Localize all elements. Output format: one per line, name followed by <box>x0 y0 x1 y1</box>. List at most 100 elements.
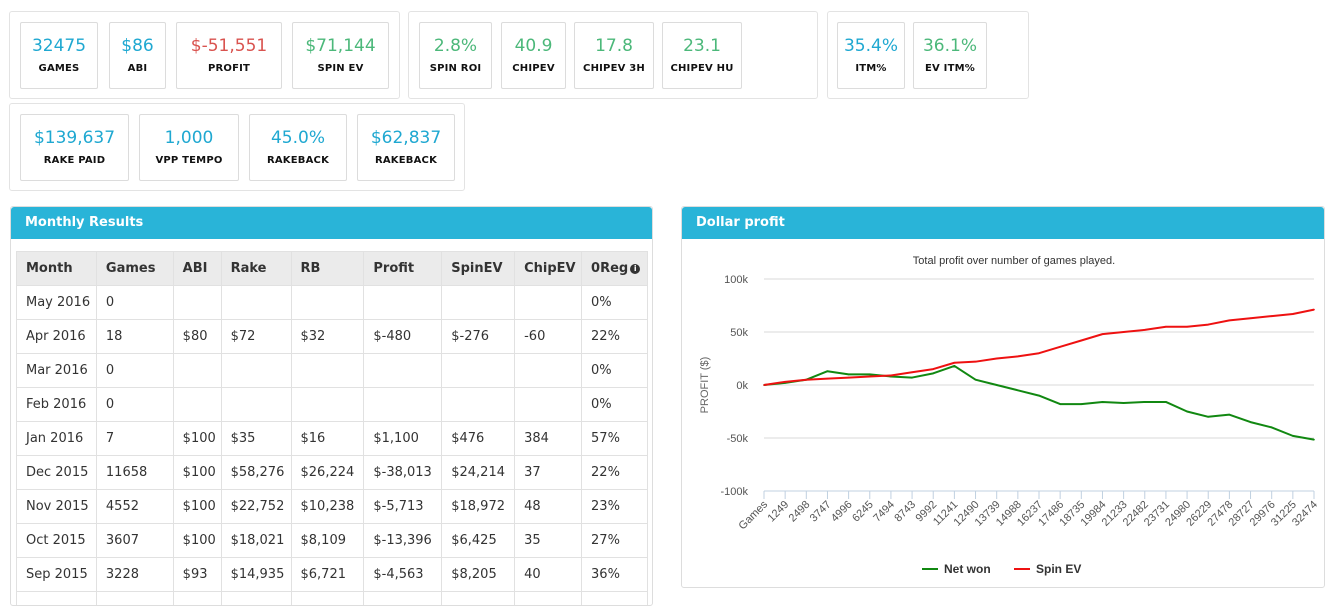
stat-label: CHIPEV HU <box>663 63 741 74</box>
data-point <box>1081 403 1083 405</box>
table-cell: $14,935 <box>221 558 291 592</box>
y-tick-label: -100k <box>720 486 748 498</box>
data-point <box>1123 402 1125 404</box>
stat-value: $-51,551 <box>177 36 281 56</box>
data-point <box>996 384 998 386</box>
data-point <box>1207 324 1209 326</box>
x-tick-label: 3747 <box>808 499 834 525</box>
table-cell: 7 <box>96 422 173 456</box>
table-cell <box>173 388 221 422</box>
table-cell: 48 <box>515 490 582 524</box>
data-point <box>827 378 829 380</box>
stat-rakeback-amount: $62,837 RAKEBACK <box>357 114 455 181</box>
data-point <box>932 373 934 375</box>
data-point <box>932 368 934 370</box>
data-point <box>1207 416 1209 418</box>
table-cell <box>17 592 97 606</box>
data-point <box>1229 414 1231 416</box>
table-cell <box>582 592 648 606</box>
y-axis-label: PROFIT ($) <box>699 357 711 414</box>
table-cell: $26,224 <box>291 456 364 490</box>
column-header-label: Games <box>106 261 156 276</box>
table-row <box>17 592 648 606</box>
table-cell: 57% <box>582 422 648 456</box>
data-point <box>911 377 913 379</box>
y-tick-label: 100k <box>724 274 748 286</box>
stat-ev-itm: 36.1% EV ITM% <box>913 22 987 89</box>
stat-label: RAKEBACK <box>358 155 454 166</box>
table-cell: Oct 2015 <box>17 524 97 558</box>
column-header[interactable]: ChipEV <box>515 252 582 286</box>
stat-games: 32475 GAMES <box>20 22 98 89</box>
column-header[interactable]: Rake <box>221 252 291 286</box>
data-point <box>975 379 977 381</box>
table-cell <box>515 354 582 388</box>
data-point <box>1038 395 1040 397</box>
column-header[interactable]: Month <box>17 252 97 286</box>
data-point <box>1271 315 1273 317</box>
table-cell: $8,109 <box>291 524 364 558</box>
column-header[interactable]: RB <box>291 252 364 286</box>
column-header[interactable]: Profit <box>364 252 442 286</box>
legend-label: Spin EV <box>1036 562 1081 576</box>
table-cell: $6,425 <box>442 524 515 558</box>
table-cell: $-4,563 <box>364 558 442 592</box>
table-cell: $32 <box>291 320 364 354</box>
data-point <box>784 381 786 383</box>
table-cell: Sep 2015 <box>17 558 97 592</box>
data-point <box>806 379 808 381</box>
table-cell: $-13,396 <box>364 524 442 558</box>
stat-label: ABI <box>110 63 165 74</box>
table-cell: 11658 <box>96 456 173 490</box>
table-cell <box>221 388 291 422</box>
data-point <box>911 371 913 373</box>
stat-label: CHIPEV <box>502 63 565 74</box>
table-cell <box>364 388 442 422</box>
data-point <box>954 365 956 367</box>
table-cell: $72 <box>221 320 291 354</box>
table-cell: $8,205 <box>442 558 515 592</box>
table-cell: 3607 <box>96 524 173 558</box>
table-cell: $22,752 <box>221 490 291 524</box>
column-header[interactable]: Games <box>96 252 173 286</box>
table-cell: $93 <box>173 558 221 592</box>
table-cell <box>291 388 364 422</box>
table-cell: $10,238 <box>291 490 364 524</box>
table-cell <box>291 592 364 606</box>
table-cell: 0% <box>582 388 648 422</box>
column-header-label: 0Reg <box>591 261 628 276</box>
x-tick-label: 6245 <box>850 499 876 525</box>
table-cell: 3228 <box>96 558 173 592</box>
data-point <box>1017 390 1019 392</box>
table-cell <box>364 286 442 320</box>
table-cell: Apr 2016 <box>17 320 97 354</box>
stats-group-itm: 35.4% ITM% 36.1% EV ITM% <box>827 11 1029 99</box>
column-header[interactable]: SpinEV <box>442 252 515 286</box>
table-cell: $1,100 <box>364 422 442 456</box>
x-tick-label: 2498 <box>787 499 813 525</box>
data-point <box>1017 356 1019 358</box>
table-cell: $35 <box>221 422 291 456</box>
stat-profit: $-51,551 PROFIT <box>176 22 282 89</box>
stat-chipev-3h: 17.8 CHIPEV 3H <box>574 22 654 89</box>
column-header-label: ChipEV <box>524 261 576 276</box>
x-tick-label: 8743 <box>892 499 918 525</box>
column-header[interactable]: ABI <box>173 252 221 286</box>
table-cell: 27% <box>582 524 648 558</box>
x-tick-label: 1249 <box>765 499 791 525</box>
table-cell <box>173 286 221 320</box>
info-icon[interactable]: i <box>630 264 640 274</box>
data-point <box>1271 427 1273 429</box>
stat-value: 1,000 <box>140 128 238 148</box>
data-point <box>1144 401 1146 403</box>
stat-value: $62,837 <box>358 128 454 148</box>
table-cell <box>442 388 515 422</box>
stat-label: VPP TEMPO <box>140 155 238 166</box>
